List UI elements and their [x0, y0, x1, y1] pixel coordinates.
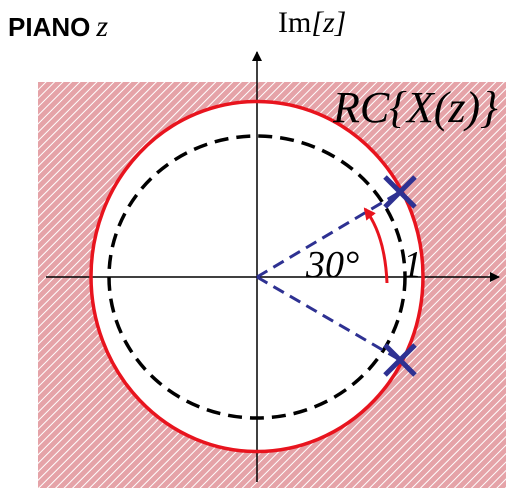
pole-marker-lower	[383, 343, 417, 377]
plane-title-text: PIANO	[8, 12, 91, 42]
radius-label: 1	[403, 244, 422, 286]
plane-variable: z	[96, 10, 109, 43]
roc-boundary-circle	[89, 99, 425, 454]
pole-marker-upper	[383, 175, 417, 209]
pole-vector-lower	[256, 275, 401, 362]
pole-vector-upper	[256, 190, 401, 279]
imag-axis-label-prefix: Im	[278, 6, 312, 39]
imag-axis-label: Im[z]	[278, 6, 346, 40]
angle-label: 30°	[306, 244, 360, 286]
roc-region	[38, 82, 506, 488]
unit-circle	[107, 134, 407, 420]
roc-label: RC{X(z)}	[333, 83, 498, 132]
angle-arrow	[363, 207, 389, 284]
plane-title: PIANO z	[8, 10, 108, 44]
imag-axis-label-var: [z]	[311, 6, 347, 39]
